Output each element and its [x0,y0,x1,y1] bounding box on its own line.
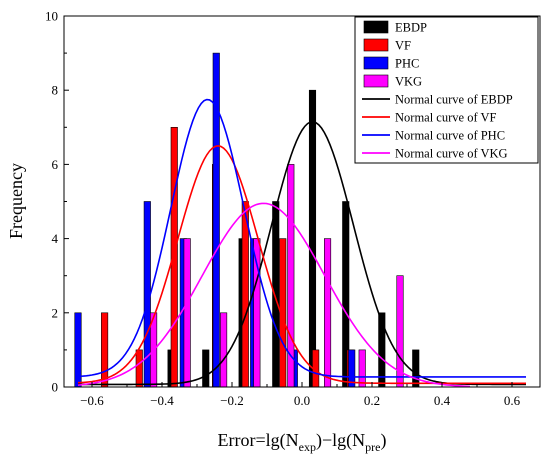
x-axis-title: Error=lg(Nexp)−lg(Npre) [218,430,387,454]
legend: EBDP VF PHC VKG Normal curve of EBDP Normal c… [354,16,539,164]
bar-ebdp-6 [378,312,386,388]
legend-swatch-ebdp [363,20,389,34]
legend-label-ebdp: EBDP [395,21,427,35]
legend-label-vf: VF [395,39,411,53]
legend-curve-label-1: Normal curve of VF [395,111,497,125]
y-axis-title: Frequency [6,163,26,239]
normal-curve-3 [77,202,471,388]
bars-layer [74,52,420,388]
bar-vf-1 [135,349,143,388]
legend-curve-label-0: Normal curve of EBDP [395,93,513,107]
bar-ebdp-7 [412,349,420,388]
legend-swatch-vkg [363,74,389,88]
bar-vkg-6 [358,349,366,388]
x-tick-label-3: 0.0 [294,393,310,408]
bar-vkg-5 [323,238,332,388]
y-tick-label-1: 2 [52,305,59,320]
curves-layer [77,98,526,388]
legend-swatch-vf [363,38,389,52]
x-tick-label-0: −0.6 [80,393,104,408]
axis-ticks: −0.6 −0.4 −0.2 0.0 0.2 0.4 0.6 0 2 4 6 8 10 [45,9,521,409]
x-tick-label-2: −0.2 [220,393,244,408]
y-tick-label-2: 4 [52,231,59,246]
x-tick-label-1: −0.4 [150,393,174,408]
legend-label-vkg: VKG [395,75,422,89]
bar-ebdp-3 [272,201,280,388]
bar-vkg-1 [183,238,191,388]
normal-curve-2 [77,98,526,378]
bar-vf-4 [241,201,249,388]
normal-curve-1 [77,145,526,385]
legend-curve-label-3: Normal curve of VKG [395,147,508,161]
x-tick-label-5: 0.4 [434,393,451,408]
legend-label-phc: PHC [395,57,419,71]
y-tick-label-3: 6 [52,157,59,172]
y-tick-label-5: 10 [45,9,58,24]
y-tick-label-4: 8 [52,83,59,98]
bar-ebdp-4 [308,89,317,388]
legend-swatch-phc [363,56,389,70]
bar-vkg-2 [220,312,228,388]
y-tick-label-0: 0 [52,380,59,395]
bar-vf-0 [101,312,109,388]
x-tick-label-6: 0.6 [504,393,521,408]
x-tick-label-4: 0.2 [364,393,380,408]
bar-ebdp-1 [202,349,210,388]
bar-vkg-3 [253,238,261,388]
legend-curve-label-2: Normal curve of PHC [395,129,505,143]
